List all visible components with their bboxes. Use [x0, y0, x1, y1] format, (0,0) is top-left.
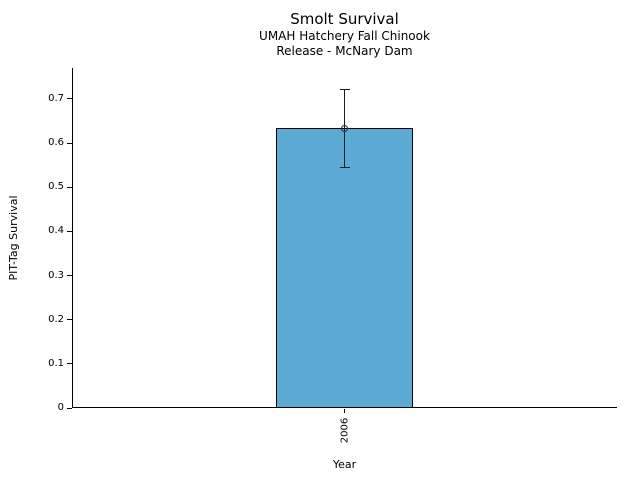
y-tick-label: 0.3: [48, 269, 64, 281]
y-tick-label: 0.4: [48, 225, 64, 237]
y-tick-mark: [67, 275, 72, 277]
y-tick-label: 0.7: [48, 92, 64, 104]
y-tick-label: 0.2: [48, 313, 64, 325]
error-bar-cap-top: [339, 88, 350, 90]
y-tick-label: 0.5: [48, 181, 64, 193]
data-point-marker: [341, 125, 348, 133]
bar: [276, 127, 413, 407]
x-axis-label: Year: [332, 458, 357, 471]
x-tick-mark: [344, 409, 345, 413]
y-tick-label: 0.6: [48, 137, 64, 149]
y-axis-spine: [72, 68, 73, 408]
plot-area: 0 0.1 0.2 0.3 0.4 0.5 0.6 0.7 2006: [48, 68, 617, 443]
y-tick-mark: [67, 230, 72, 232]
y-tick-label: 0: [57, 402, 64, 413]
y-tick-mark: [67, 142, 72, 144]
chart-subtitle-line-2: Release - McNary Dam: [276, 43, 413, 58]
x-tick-label: 2006: [339, 417, 350, 444]
y-tick-mark: [67, 363, 72, 365]
y-tick-mark: [67, 319, 72, 321]
chart-subtitle-line-1: UMAH Hatchery Fall Chinook: [259, 28, 430, 43]
y-axis-label: PIT-Tag Survival: [7, 195, 20, 281]
x-axis-spine: [72, 407, 617, 408]
y-tick-mark: [67, 186, 72, 188]
error-bar-cap-bottom: [339, 166, 350, 168]
y-tick-mark: [67, 98, 72, 100]
chart-title: Smolt Survival: [290, 10, 399, 28]
y-tick-label: 0.1: [48, 357, 64, 369]
chart-header: Smolt Survival UMAH Hatchery Fall Chinoo…: [72, 10, 617, 59]
y-tick-mark: [67, 407, 72, 409]
